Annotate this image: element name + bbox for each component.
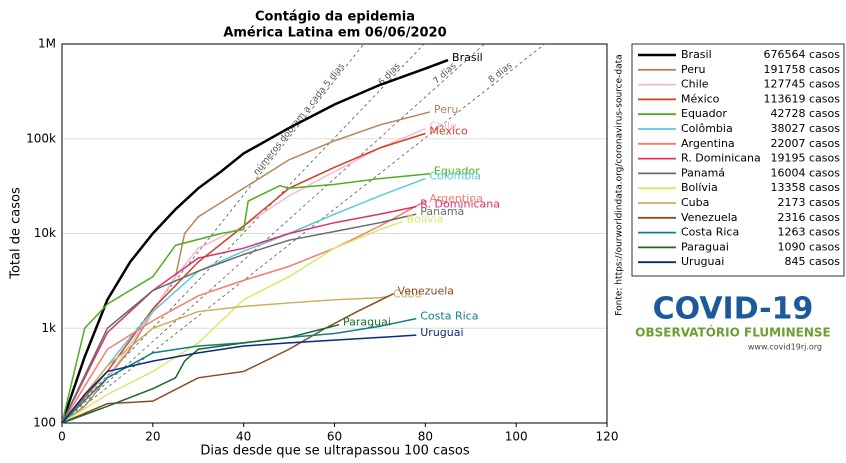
- legend-label: México: [681, 92, 720, 105]
- y-tick-label: 100: [33, 416, 56, 430]
- legend-value: 1090 casos: [778, 240, 841, 253]
- end-label: Uruguai: [420, 326, 463, 339]
- x-axis-label: Dias desde que se ultrapassou 100 casos: [200, 444, 470, 459]
- legend-value: 38027 casos: [771, 122, 841, 135]
- series-line: [61, 172, 430, 424]
- end-label: México: [429, 124, 468, 137]
- legend-label: Cuba: [681, 196, 709, 209]
- series-line: [61, 293, 394, 424]
- series-line: [61, 205, 417, 424]
- logo-title: COVID-19: [653, 292, 814, 327]
- end-label: Paraguai: [343, 316, 391, 329]
- legend-value: 113619 casos: [764, 92, 841, 105]
- legend-value: 676564 casos: [764, 48, 841, 61]
- legend-label: Bolívia: [681, 181, 718, 194]
- x-tick-label: 60: [327, 430, 342, 444]
- legend-box: [631, 43, 845, 277]
- legend-label: Chile: [681, 78, 709, 91]
- chart-title: Contágio da epidemia: [255, 10, 415, 25]
- x-tick-label: 80: [418, 430, 433, 444]
- legend-value: 16004 casos: [771, 166, 841, 179]
- y-tick-label: 1M: [38, 37, 56, 51]
- y-tick-label: 100k: [26, 131, 56, 145]
- end-label: Panamá: [420, 205, 464, 218]
- x-tick-label: 40: [236, 430, 251, 444]
- legend-value: 22007 casos: [771, 137, 841, 150]
- x-tick-label: 0: [58, 430, 66, 444]
- legend-label: Uruguai: [681, 255, 724, 268]
- x-tick-label: 20: [145, 430, 160, 444]
- chart-subtitle: América Latina em 06/06/2020: [223, 26, 446, 41]
- legend-value: 191758 casos: [764, 63, 841, 76]
- end-label: Peru: [434, 103, 459, 116]
- legend-value: 42728 casos: [771, 107, 841, 120]
- series-line: [61, 323, 340, 424]
- doubling-label: números dobram a cada 5 dias: [252, 61, 347, 177]
- legend-value: 1263 casos: [778, 226, 841, 239]
- legend-label: Colômbia: [681, 122, 733, 135]
- logo-url: www.covid19rj.org: [748, 343, 822, 352]
- end-label: Costa Rica: [420, 310, 478, 323]
- legend-label: Paraguai: [681, 240, 729, 253]
- series-line: [61, 200, 426, 424]
- series-line: [61, 220, 403, 424]
- end-label: Chile: [429, 120, 457, 133]
- end-label: Brasil: [452, 51, 483, 64]
- legend-value: 845 casos: [785, 255, 841, 268]
- series-line: [61, 295, 390, 424]
- plot-frame: [61, 43, 608, 424]
- legend-label: Costa Rica: [681, 226, 739, 239]
- legend-label: R. Dominicana: [681, 152, 761, 165]
- legend-value: 2316 casos: [778, 211, 841, 224]
- x-tick-label: 100: [505, 430, 528, 444]
- end-label: Argentina: [429, 192, 483, 205]
- legend-label: Peru: [681, 63, 706, 76]
- y-axis-label: Total de casos: [9, 187, 24, 280]
- legend-label: Equador: [681, 107, 727, 120]
- series-line: [61, 177, 426, 424]
- x-tick-label: 120: [596, 430, 619, 444]
- logo-subtitle: OBSERVATÓRIO FLUMINENSE: [635, 325, 830, 340]
- doubling-line: [61, 43, 485, 424]
- series-line: [60, 58, 449, 424]
- series-line: [61, 317, 417, 424]
- legend-value: 13358 casos: [771, 181, 841, 194]
- end-label: Equador: [434, 165, 480, 178]
- series-line: [61, 213, 417, 424]
- legend-label: Brasil: [681, 48, 712, 61]
- end-label: Cuba: [393, 287, 421, 300]
- legend-label: Venezuela: [681, 211, 738, 224]
- legend-value: 127745 casos: [764, 78, 841, 91]
- legend-value: 19195 casos: [771, 152, 841, 165]
- series-line: [61, 132, 426, 424]
- series-line: [61, 127, 426, 424]
- legend-label: Argentina: [681, 137, 735, 150]
- end-label: Bolívia: [407, 213, 444, 226]
- y-tick-label: 1k: [41, 321, 56, 335]
- series-line: [61, 334, 417, 424]
- y-tick-label: 10k: [34, 226, 56, 240]
- doubling-label: 8 dias: [487, 61, 515, 86]
- source: Fonte: https://ourworldindata.org/corona…: [615, 54, 625, 315]
- end-label: R. Dominicana: [420, 198, 500, 211]
- legend-value: 2173 casos: [778, 196, 841, 209]
- series-line: [61, 111, 431, 424]
- end-label: Venezuela: [398, 285, 455, 298]
- doubling-line: [61, 43, 546, 424]
- end-label: Colômbia: [429, 170, 481, 183]
- legend-label: Panamá: [681, 166, 725, 179]
